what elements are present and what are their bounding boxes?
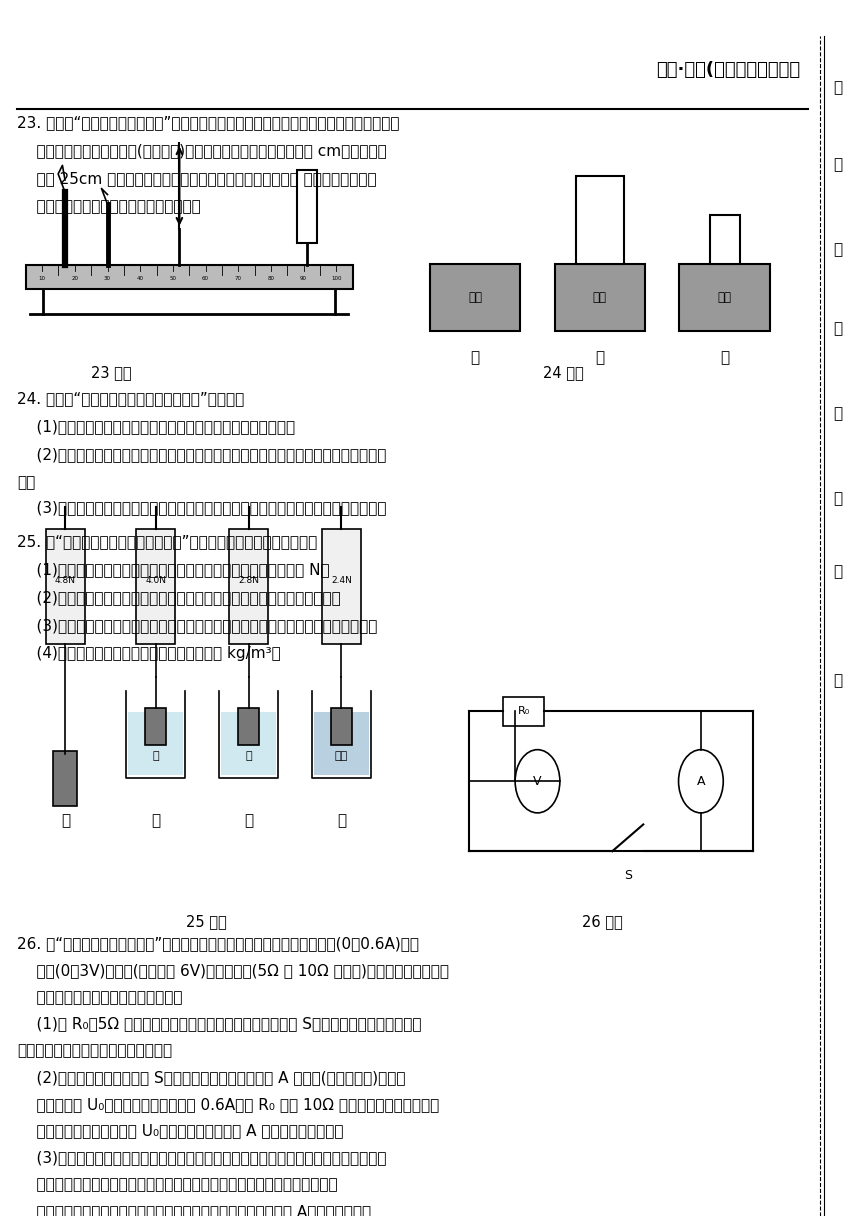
FancyBboxPatch shape bbox=[145, 709, 166, 745]
Text: 70: 70 bbox=[235, 276, 242, 281]
Text: 不: 不 bbox=[833, 321, 842, 336]
FancyBboxPatch shape bbox=[221, 711, 276, 775]
FancyBboxPatch shape bbox=[297, 170, 317, 243]
FancyBboxPatch shape bbox=[322, 529, 361, 644]
Text: ＿＿＿＿就是根据这一成像规律制成的。: ＿＿＿＿就是根据这一成像规律制成的。 bbox=[17, 199, 201, 214]
FancyBboxPatch shape bbox=[679, 264, 770, 331]
Text: 2.4N: 2.4N bbox=[331, 576, 352, 585]
Text: 甲: 甲 bbox=[470, 350, 480, 365]
Text: 海绵: 海绵 bbox=[468, 291, 482, 304]
Text: (4)由实验可知，盐水的密度是＿＿＿＿＿＿ kg/m³。: (4)由实验可知，盐水的密度是＿＿＿＿＿＿ kg/m³。 bbox=[17, 646, 281, 660]
Text: 压表(0～3V)、电源(电压恒为 6V)、定值电阻(5Ω 和 10Ω 各一个)、开关、滑动变阻器: 压表(0～3V)、电源(电压恒为 6V)、定值电阻(5Ω 和 10Ω 各一个)、… bbox=[17, 963, 449, 978]
Text: 恰好出现等大的清晰的像(像未画出)，此凸透镜的焦距为＿＿＿＿＿ cm。当蜡烛被: 恰好出现等大的清晰的像(像未画出)，此凸透镜的焦距为＿＿＿＿＿ cm。当蜡烛被 bbox=[17, 143, 387, 158]
Text: ＿＿＿＿；第三次实验中记录数据时，电流表的示数为＿＿＿＿ A，滑动变阻器的: ＿＿＿＿；第三次实验中记录数据时，电流表的示数为＿＿＿＿ A，滑动变阻器的 bbox=[17, 1204, 372, 1216]
Text: 内: 内 bbox=[833, 406, 842, 421]
Text: 2.8N: 2.8N bbox=[238, 576, 259, 585]
Text: 90: 90 bbox=[300, 276, 307, 281]
Text: 23 题图: 23 题图 bbox=[91, 365, 132, 379]
Text: 24 题图: 24 题图 bbox=[543, 365, 584, 379]
Text: (3)分析＿＿＿＿两图可知，浸在液体中的物体受到的浮力大小跟液体的密度有关。: (3)分析＿＿＿＿两图可知，浸在液体中的物体受到的浮力大小跟液体的密度有关。 bbox=[17, 618, 378, 632]
Text: 水: 水 bbox=[245, 751, 252, 761]
Text: A: A bbox=[697, 775, 705, 788]
Text: 25. 在“探究浮力大小跟哪些因素有关”的实验中，实验过程如图所示。: 25. 在“探究浮力大小跟哪些因素有关”的实验中，实验过程如图所示。 bbox=[17, 534, 317, 548]
Text: 30: 30 bbox=[104, 276, 111, 281]
Text: (2)排除故障后，闭合开关 S，调节滑动变阻器的滑片至 A 位置时(图中未标出)，电压: (2)排除故障后，闭合开关 S，调节滑动变阻器的滑片至 A 位置时(图中未标出)… bbox=[17, 1070, 406, 1085]
Text: 丙: 丙 bbox=[244, 814, 253, 828]
Text: 20: 20 bbox=[71, 276, 78, 281]
FancyBboxPatch shape bbox=[238, 709, 259, 745]
Text: 100: 100 bbox=[331, 276, 341, 281]
FancyBboxPatch shape bbox=[26, 265, 353, 289]
Text: 4.8N: 4.8N bbox=[55, 576, 76, 585]
Text: R₀: R₀ bbox=[518, 706, 530, 716]
Text: (1)将 R₀＝5Ω 的定值电阻接入电路，连好电路，闭合开关 S，发现电流表、电压表均无: (1)将 R₀＝5Ω 的定值电阻接入电路，连好电路，闭合开关 S，发现电流表、电… bbox=[17, 1017, 421, 1031]
Text: (1)金属块浸没在盐水中时，受到的浮力是＿＿＿＿＿＿＿＿＿＿ N。: (1)金属块浸没在盐水中时，受到的浮力是＿＿＿＿＿＿＿＿＿＿ N。 bbox=[17, 562, 330, 576]
Text: V: V bbox=[533, 775, 542, 788]
Text: 和导线若干，实验电路图如图所示。: 和导线若干，实验电路图如图所示。 bbox=[17, 990, 182, 1004]
FancyBboxPatch shape bbox=[314, 711, 369, 775]
FancyBboxPatch shape bbox=[430, 264, 520, 331]
Text: 封: 封 bbox=[833, 564, 842, 579]
Text: 海绵: 海绵 bbox=[593, 291, 607, 304]
Text: 移至 25cm 刻度线处时，移动光屏可得到倒立、＿＿＿＿＿ 的实像，生活中的: 移至 25cm 刻度线处时，移动光屏可得到倒立、＿＿＿＿＿ 的实像，生活中的 bbox=[17, 171, 377, 186]
Text: 线: 线 bbox=[833, 491, 842, 506]
FancyBboxPatch shape bbox=[331, 709, 352, 745]
Text: 26 题图: 26 题图 bbox=[581, 914, 623, 929]
Text: 乙: 乙 bbox=[151, 814, 160, 828]
Text: 23. 小明在“探究凸透镜成像规律”时，将蜡烛、凸透镜、光屏放置在如图所示位置，光屏上: 23. 小明在“探究凸透镜成像规律”时，将蜡烛、凸透镜、光屏放置在如图所示位置，… bbox=[17, 116, 400, 130]
Text: 丙: 丙 bbox=[720, 350, 729, 365]
FancyBboxPatch shape bbox=[710, 215, 740, 264]
Text: 表的示数为 U₀，记下电流表的示数为 0.6A。将 R₀ 换成 10Ω 的电阻，调节滑动变阻器: 表的示数为 U₀，记下电流表的示数为 0.6A。将 R₀ 换成 10Ω 的电阻，… bbox=[17, 1097, 439, 1111]
Text: 4.0N: 4.0N bbox=[145, 576, 166, 585]
Text: 题: 题 bbox=[833, 80, 842, 95]
Text: 水: 水 bbox=[152, 751, 159, 761]
Text: 密: 密 bbox=[833, 674, 842, 688]
Text: 海绵: 海绵 bbox=[717, 291, 732, 304]
Text: 10: 10 bbox=[39, 276, 46, 281]
FancyBboxPatch shape bbox=[128, 711, 183, 775]
FancyBboxPatch shape bbox=[137, 529, 175, 644]
Text: (2)比较甲、乙两图可得：当受力面积相同时，＿＿＿＿＿越大，压力的作用效果越明: (2)比较甲、乙两图可得：当受力面积相同时，＿＿＿＿＿越大，压力的作用效果越明 bbox=[17, 447, 387, 462]
Text: (2)分析乙、丙两图可知，浮力大小跟＿＿＿＿＿＿＿＿＿＿＿＿＿有关。: (2)分析乙、丙两图可知，浮力大小跟＿＿＿＿＿＿＿＿＿＿＿＿＿有关。 bbox=[17, 590, 341, 604]
Text: 乙: 乙 bbox=[595, 350, 605, 365]
FancyBboxPatch shape bbox=[46, 529, 84, 644]
Text: 40: 40 bbox=[137, 276, 144, 281]
Text: (3)比较＿＿＿＿两图可得：当压力相同时，受力面积越小，压力的作用效果越明显。: (3)比较＿＿＿＿两图可得：当压力相同时，受力面积越小，压力的作用效果越明显。 bbox=[17, 500, 387, 514]
Text: 滑片直到电压表的示数为 U₀，此时滑片的位置在 A 位置的＿＿＿＿侧。: 滑片直到电压表的示数为 U₀，此时滑片的位置在 A 位置的＿＿＿＿侧。 bbox=[17, 1124, 344, 1138]
Text: 26. 在“探究电流与电阻的关系”实验中，小明选用了部分器材如下：电流表(0～0.6A)、电: 26. 在“探究电流与电阻的关系”实验中，小明选用了部分器材如下：电流表(0～0… bbox=[17, 936, 419, 951]
FancyBboxPatch shape bbox=[229, 529, 268, 644]
Text: 80: 80 bbox=[267, 276, 274, 281]
Text: S: S bbox=[624, 869, 632, 882]
FancyBboxPatch shape bbox=[555, 264, 645, 331]
Text: 24. 如图是“探究影响压力的作用效果因素”的实验。: 24. 如图是“探究影响压力的作用效果因素”的实验。 bbox=[17, 392, 244, 406]
Text: (3)不更换电表已选的量程，小明略加思考，用已有器材完成了第三次实验，并根据实: (3)不更换电表已选的量程，小明略加思考，用已有器材完成了第三次实验，并根据实 bbox=[17, 1150, 387, 1165]
Text: 显。: 显。 bbox=[17, 475, 35, 490]
FancyBboxPatch shape bbox=[53, 751, 77, 806]
Text: 验数据得出结论：在导体两端电压一定时，通过导体的电流与导体的电阻成: 验数据得出结论：在导体两端电压一定时，通过导体的电流与导体的电阻成 bbox=[17, 1177, 338, 1192]
Text: 60: 60 bbox=[202, 276, 209, 281]
Text: 50: 50 bbox=[169, 276, 176, 281]
Text: 九年·物理(省命题）（十二）: 九年·物理(省命题）（十二） bbox=[655, 61, 800, 79]
Text: 要: 要 bbox=[833, 242, 842, 257]
FancyBboxPatch shape bbox=[503, 697, 544, 726]
FancyBboxPatch shape bbox=[576, 176, 624, 264]
Text: 25 题图: 25 题图 bbox=[186, 914, 227, 929]
Text: 丁: 丁 bbox=[337, 814, 346, 828]
Text: 盐水: 盐水 bbox=[335, 751, 348, 761]
Text: 示数，电路故障可能是＿＿＿＿＿＿。: 示数，电路故障可能是＿＿＿＿＿＿。 bbox=[17, 1043, 172, 1058]
Text: 甲: 甲 bbox=[61, 814, 70, 828]
Text: (1)实验中通过比较海绵的＿＿＿＿＿来比较压力的作用效果。: (1)实验中通过比较海绵的＿＿＿＿＿来比较压力的作用效果。 bbox=[17, 420, 295, 434]
Text: 答: 答 bbox=[833, 157, 842, 171]
